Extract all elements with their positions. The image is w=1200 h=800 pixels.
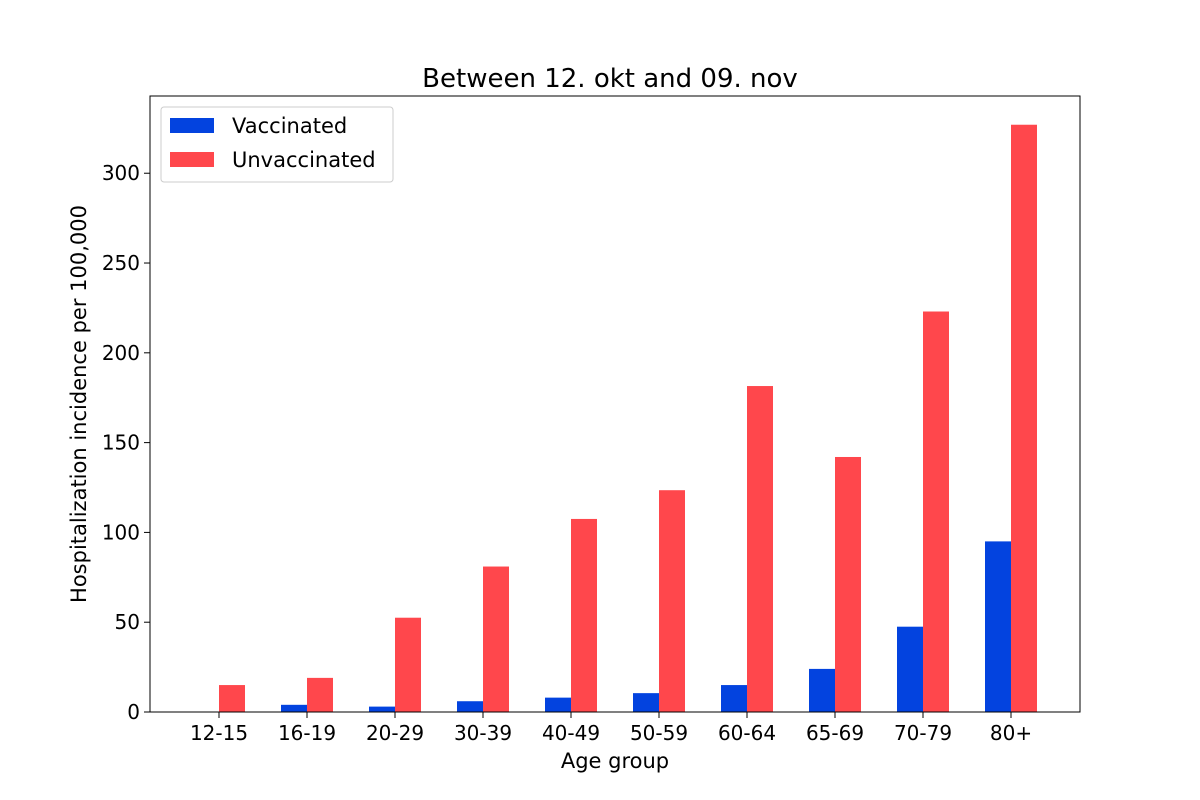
bar-vaccinated-30-39 (457, 701, 483, 712)
x-tick-label-20-29: 20-29 (366, 721, 424, 745)
legend-label-vaccinated: Vaccinated (232, 114, 347, 138)
x-axis: 12-15 16-19 20-29 30-39 40-49 50-59 60-64 65-69… (190, 712, 1032, 745)
bar-unvaccinated-20-29 (395, 617, 421, 712)
bar-unvaccinated-65-69 (835, 456, 861, 712)
bar-unvaccinated-40-49 (571, 518, 597, 712)
x-tick-label-60-64: 60-64 (718, 721, 776, 745)
plot-frame (149, 95, 1081, 713)
y-axis: 0 50 100 150 200 250 300 (102, 161, 150, 724)
y-tick-label-300: 300 (102, 161, 140, 185)
bars-group (219, 124, 1037, 713)
y-tick-label-100: 100 (102, 520, 140, 544)
bar-unvaccinated-12-15 (219, 685, 245, 712)
bar-unvaccinated-70-79 (923, 311, 949, 712)
bar-vaccinated-60-64 (721, 685, 747, 712)
y-tick-label-0: 0 (127, 700, 140, 724)
bar-vaccinated-65-69 (809, 668, 835, 712)
bar-unvaccinated-60-64 (747, 386, 773, 712)
x-tick-label-30-39: 30-39 (454, 721, 512, 745)
x-tick-label-40-49: 40-49 (542, 721, 600, 745)
chart-title: Between 12. okt and 09. nov (422, 64, 798, 94)
y-tick-label-150: 150 (102, 431, 140, 455)
bar-vaccinated-80+ (985, 541, 1011, 712)
bar-unvaccinated-50-59 (659, 490, 685, 712)
bar-vaccinated-50-59 (633, 693, 659, 712)
bar-vaccinated-20-29 (369, 706, 395, 712)
legend-label-unvaccinated: Unvaccinated (232, 148, 376, 172)
x-tick-label-16-19: 16-19 (278, 721, 336, 745)
y-tick-label-250: 250 (102, 251, 140, 275)
x-tick-label-65-69: 65-69 (806, 721, 864, 745)
bar-vaccinated-40-49 (545, 697, 571, 712)
legend: Vaccinated Unvaccinated (160, 106, 394, 183)
y-axis-label: Hospitalization incidence per 100,000 (67, 205, 91, 603)
bar-unvaccinated-30-39 (483, 566, 509, 712)
x-tick-label-70-79: 70-79 (894, 721, 952, 745)
bar-vaccinated-70-79 (897, 626, 923, 712)
x-tick-label-80+: 80+ (990, 721, 1032, 745)
x-tick-label-50-59: 50-59 (630, 721, 688, 745)
y-tick-label-50: 50 (115, 610, 140, 634)
legend-swatch-unvaccinated (170, 152, 214, 167)
bar-unvaccinated-80+ (1011, 124, 1037, 713)
bar-unvaccinated-16-19 (307, 677, 333, 712)
legend-swatch-vaccinated (170, 118, 214, 133)
y-tick-label-200: 200 (102, 341, 140, 365)
bar-vaccinated-16-19 (281, 704, 307, 712)
legend-box (160, 106, 394, 183)
x-tick-label-12-15: 12-15 (190, 721, 248, 745)
x-axis-label: Age group (561, 749, 669, 773)
